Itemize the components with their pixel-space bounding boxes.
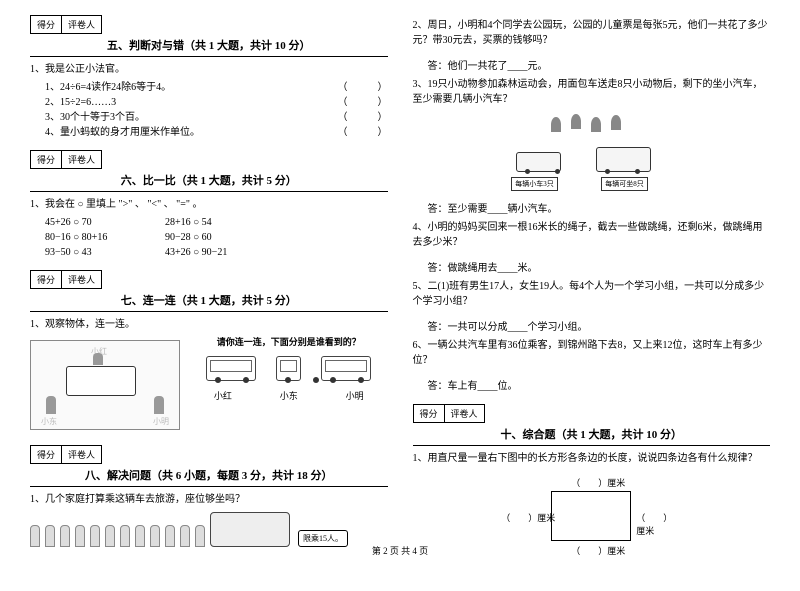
q7-scene-image: 小红 小东 小明 [30, 340, 180, 430]
park-illustration: 每辆小车3只 每辆可坐8只 [501, 112, 681, 197]
q7-prompt: 请你连一连，下面分别是谁看到的？ [190, 335, 388, 348]
q5-item-4: 4、量小蚂蚁的身才用厘米作单位。（） [30, 125, 388, 140]
r-q4-ans: 答：做跳绳用去____米。 [413, 261, 771, 276]
van-label: 每辆可坐8只 [601, 177, 648, 191]
r-q5-ans: 答：一共可以分成____个学习小组。 [413, 320, 771, 335]
bus-view-2 [276, 356, 301, 381]
score-box-6: 得分 评卷人 [30, 150, 388, 169]
r-q3-ans: 答：至少需要____辆小汽车。 [413, 202, 771, 217]
van-icon [596, 147, 651, 172]
q10-q1: 1、用直尺量一量右下图中的长方形各条边的长度，说说四条边各有什么规律？ [413, 451, 771, 466]
section-6-title: 六、比一比（共 1 大题，共计 5 分） [30, 172, 388, 192]
score-box-8: 得分 评卷人 [30, 445, 388, 464]
section-5-title: 五、判断对与错（共 1 大题，共计 10 分） [30, 37, 388, 57]
bus-view-3 [321, 356, 371, 381]
r-q3: 3、19只小动物参加森林运动会，用面包车送走8只小动物后，剩下的坐小汽车，至少需… [413, 77, 771, 107]
left-column: 得分 评卷人 五、判断对与错（共 1 大题，共计 10 分） 1、我是公正小法官… [30, 15, 388, 566]
q5-intro: 1、我是公正小法官。 [30, 62, 388, 77]
q7-names: 小红 小东 小明 [190, 389, 388, 402]
q8-q1: 1、几个家庭打算乘这辆车去旅游，座位够坐吗？ [30, 492, 388, 507]
r-q2: 2、周日，小明和4个同学去公园玩，公园的儿童票是每张5元，他们一共花了多少元？带… [413, 18, 771, 48]
r-q6-ans: 答：车上有____位。 [413, 379, 771, 394]
big-bus-icon [210, 512, 290, 547]
q8-illustration: 限乘15人。 [30, 512, 388, 547]
r-q6: 6、一辆公共汽车里有36位乘客，到锦州路下去8，又上来12位，这时车上有多少位？ [413, 338, 771, 368]
q6-row-2: 80−16 ○ 80+1690−28 ○ 60 [30, 230, 388, 245]
r-q2-ans: 答：他们一共花了____元。 [413, 59, 771, 74]
small-car-label: 每辆小车3只 [511, 177, 558, 191]
q7-bus-row [190, 356, 388, 381]
grader-label: 评卷人 [61, 15, 102, 34]
q7-intro: 1、观察物体，连一连。 [30, 317, 388, 332]
r-q4: 4、小明的妈妈买回来一根16米长的绳子，截去一些做跳绳，还剩6米，做跳绳用去多少… [413, 220, 771, 250]
q6-row-3: 93−50 ○ 4343+26 ○ 90−21 [30, 245, 388, 260]
small-car-icon [516, 152, 561, 172]
score-box-5: 得分 评卷人 [30, 15, 388, 34]
bus-view-1 [206, 356, 256, 381]
score-box-10: 得分 评卷人 [413, 404, 771, 423]
page-footer: 第 2 页 共 4 页 [0, 544, 800, 557]
r-q5: 5、二(1)班有男生17人，女生19人。每4个人为一个学习小组，一共可以分成多少… [413, 279, 771, 309]
q5-item-2: 2、15÷2=6……3（） [30, 95, 388, 110]
section-10-title: 十、综合题（共 1 大题，共计 10 分） [413, 426, 771, 446]
score-box-7: 得分 评卷人 [30, 270, 388, 289]
score-label: 得分 [30, 15, 61, 34]
section-8-title: 八、解决问题（共 6 小题，每题 3 分，共计 18 分） [30, 467, 388, 487]
section-7-title: 七、连一连（共 1 大题，共计 5 分） [30, 292, 388, 312]
q6-row-1: 45+26 ○ 7028+16 ○ 54 [30, 215, 388, 230]
right-column: 2、周日，小明和4个同学去公园玩，公园的儿童票是每张5元，他们一共花了多少元？带… [413, 15, 771, 566]
q5-item-1: 1、24÷6=4读作24除6等于4。（） [30, 80, 388, 95]
q6-intro: 1、我会在 ○ 里填上 ">" 、 "<" 、 "=" 。 [30, 197, 388, 212]
q5-item-3: 3、30个十等于3个百。（） [30, 110, 388, 125]
